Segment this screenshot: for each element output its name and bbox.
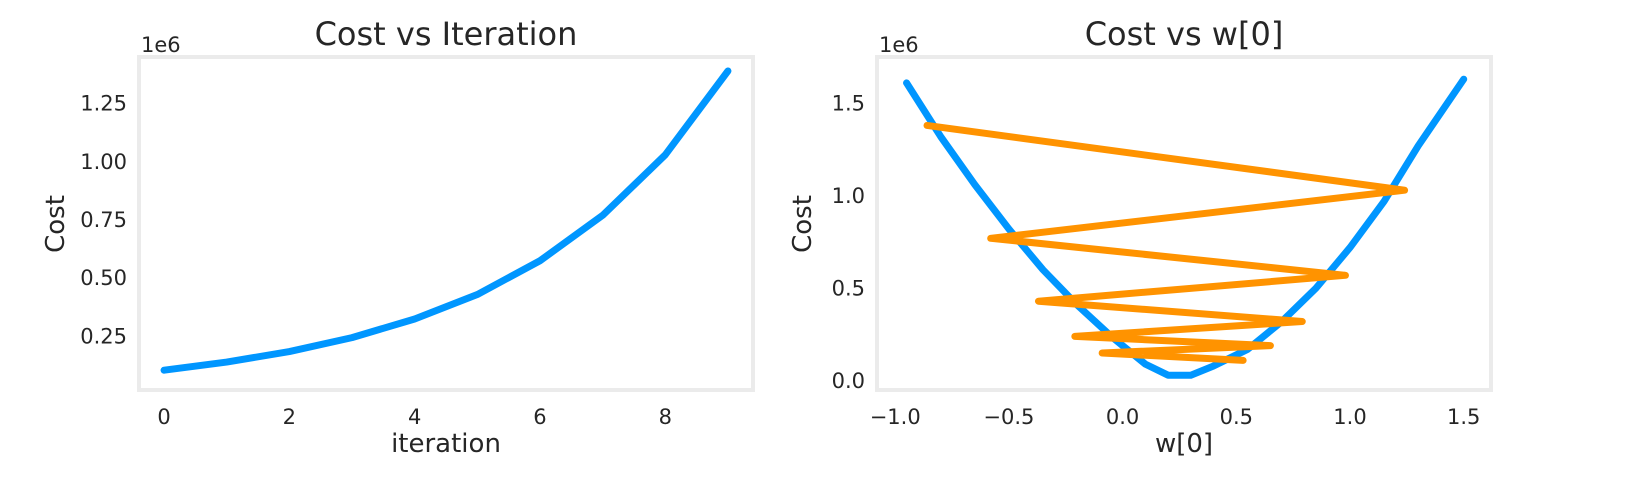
x-tick-label: 0.5 (1220, 405, 1253, 429)
x-axis-label: iteration (391, 429, 501, 459)
x-tick-label: 8 (659, 405, 672, 429)
y-tick-label: 1.00 (80, 150, 127, 174)
x-tick-label: 1.0 (1333, 405, 1366, 429)
descent-path-series-line (923, 121, 1409, 364)
chart-title: Cost vs Iteration (315, 15, 578, 53)
y-tick-labels: 0.25 0.50 0.75 1.00 1.25 (80, 92, 127, 349)
y-tick-label: 1.25 (80, 92, 127, 116)
plot-area-frame (137, 55, 755, 392)
series-group (160, 67, 732, 374)
chart-cost-vs-w0: Cost vs w[0] 1e6 w[0] Cost −1.0 −0.5 0.0… (788, 15, 1493, 459)
y-offset-label: 1e6 (141, 33, 181, 57)
x-tick-label: 1.5 (1447, 405, 1480, 429)
x-tick-labels: −1.0 −0.5 0.0 0.5 1.0 1.5 (870, 405, 1481, 429)
chart-cost-vs-iteration: Cost vs Iteration 1e6 iteration Cost 0 2… (41, 15, 755, 459)
y-tick-label: 0.5 (832, 276, 865, 300)
x-tick-label: 6 (533, 405, 546, 429)
series-group (903, 75, 1468, 379)
y-axis-label: Cost (788, 195, 818, 253)
cost-curve-series-line (903, 75, 1468, 379)
y-tick-label: 0.25 (80, 324, 127, 348)
x-tick-label: −0.5 (983, 405, 1034, 429)
y-tick-labels: 0.0 0.5 1.0 1.5 (832, 91, 865, 393)
y-tick-label: 1.0 (832, 184, 865, 208)
x-axis-label: w[0] (1155, 429, 1213, 459)
x-tick-label: −1.0 (870, 405, 921, 429)
x-tick-label: 0 (157, 405, 170, 429)
plot-area-frame (875, 55, 1493, 392)
cost-series-line (160, 67, 732, 374)
y-tick-label: 1.5 (832, 91, 865, 115)
y-tick-label: 0.50 (80, 266, 127, 290)
y-tick-label: 0.0 (832, 369, 865, 393)
x-tick-labels: 0 2 4 6 8 (157, 405, 672, 429)
y-offset-label: 1e6 (879, 33, 919, 57)
x-tick-label: 4 (408, 405, 421, 429)
x-tick-label: 0.0 (1106, 405, 1139, 429)
y-axis-label: Cost (41, 195, 71, 253)
chart-title: Cost vs w[0] (1085, 15, 1284, 53)
x-tick-label: 2 (283, 405, 296, 429)
y-tick-label: 0.75 (80, 208, 127, 232)
